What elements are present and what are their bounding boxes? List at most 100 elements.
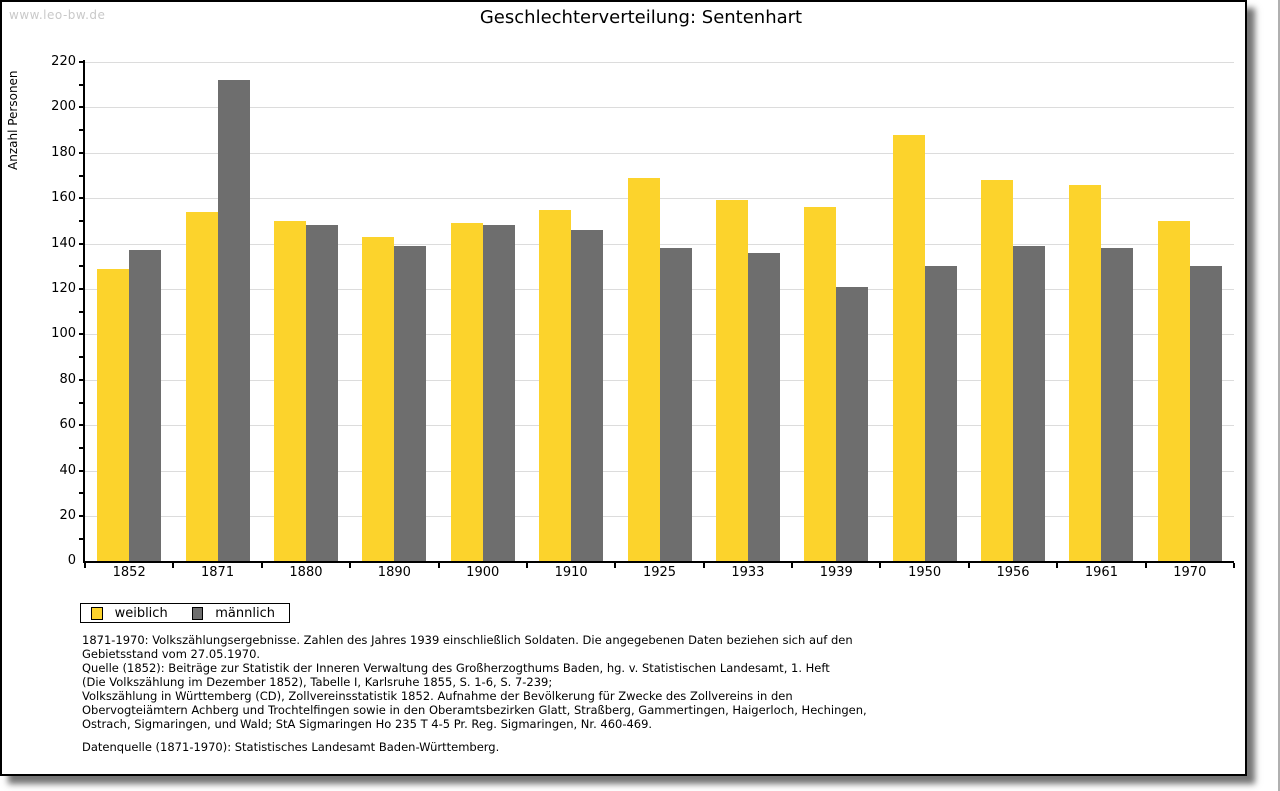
- y-axis-tick: [79, 424, 84, 427]
- x-axis-tick: [437, 563, 440, 569]
- bar-männlich-1970: [1189, 266, 1222, 562]
- y-axis-tick: [79, 378, 84, 381]
- footnote-line: Gebietsstand vom 27.05.1970.: [82, 647, 261, 661]
- footnote-line: Ostrach, Sigmaringen, und Wald; StA Sigm…: [82, 717, 653, 731]
- bar-weiblich-1933: [715, 200, 748, 562]
- y-axis-line: [83, 60, 85, 564]
- chart-title: Geschlechterverteilung: Sentenhart: [479, 7, 803, 28]
- bar-männlich-1890: [394, 245, 427, 562]
- legend-swatch-weiblich: [91, 606, 103, 620]
- x-axis-tick: [1056, 563, 1059, 569]
- y-axis-tick: [79, 515, 84, 517]
- bar-männlich-1933: [747, 252, 780, 562]
- y-axis-tick: [79, 265, 84, 268]
- y-axis-tick: [79, 446, 84, 449]
- x-axis-label-1852: 1852: [112, 565, 146, 581]
- legend-label-weiblich: weiblich: [114, 605, 168, 621]
- bar-weiblich-1871: [185, 211, 218, 562]
- x-axis-label-1871: 1871: [201, 565, 235, 581]
- y-axis-label: 220: [51, 54, 76, 69]
- bar-weiblich-1900: [450, 223, 483, 562]
- x-axis-tick: [967, 563, 970, 569]
- y-axis-label: 20: [59, 508, 76, 523]
- bar-männlich-1950: [924, 266, 957, 562]
- y-axis-label: 60: [59, 417, 76, 433]
- bar-männlich-1956: [1013, 245, 1046, 562]
- y-axis-tick: [79, 242, 84, 245]
- x-axis-label-1933: 1933: [731, 565, 765, 581]
- footnote-line: 1871-1970: Volkszählungsergebnisse. Zahl…: [82, 633, 853, 647]
- x-axis-tick: [260, 563, 263, 569]
- window-right-edge: [1278, 0, 1280, 791]
- y-axis-tick: [79, 288, 84, 290]
- y-axis-tick: [79, 469, 84, 472]
- y-axis-tick: [79, 129, 84, 132]
- x-axis-tick: [525, 563, 528, 569]
- x-axis-tick: [172, 563, 175, 569]
- x-axis-label-1956: 1956: [996, 565, 1030, 581]
- legend: weiblich männlich: [80, 603, 290, 623]
- y-axis-label: 40: [59, 462, 76, 478]
- y-axis-tick: [79, 492, 84, 495]
- y-axis-label: 0: [67, 553, 76, 569]
- bar-weiblich-1925: [627, 177, 660, 562]
- y-axis-tick: [79, 310, 84, 313]
- bar-weiblich-1956: [981, 180, 1014, 562]
- y-axis-tick: [79, 356, 84, 359]
- y-axis-tick: [79, 333, 84, 336]
- gridline: [85, 62, 1234, 63]
- x-axis-label-1961: 1961: [1084, 565, 1118, 581]
- x-axis-label-1880: 1880: [289, 565, 323, 581]
- gridline: [85, 152, 1234, 154]
- y-axis-label: 200: [51, 99, 76, 115]
- bar-weiblich-1939: [804, 207, 837, 562]
- x-axis-tick: [1144, 563, 1147, 569]
- bar-männlich-1880: [305, 225, 338, 562]
- x-axis-tick: [1233, 563, 1235, 569]
- footnote-line: (Die Volkszählung im Dezember 1852), Tab…: [82, 675, 553, 689]
- y-axis-label: 80: [59, 371, 76, 387]
- bar-männlich-1852: [129, 250, 162, 562]
- x-axis-line: [83, 561, 1234, 564]
- bar-weiblich-1970: [1157, 220, 1190, 562]
- x-axis-tick: [879, 563, 882, 569]
- bar-weiblich-1910: [539, 209, 572, 562]
- bar-männlich-1939: [836, 286, 869, 562]
- gridline: [85, 198, 1234, 200]
- bar-männlich-1910: [571, 229, 604, 562]
- x-axis-label-1950: 1950: [908, 565, 942, 581]
- x-axis-tick: [614, 563, 617, 569]
- x-axis-tick: [84, 563, 86, 569]
- y-axis-label: 140: [51, 235, 76, 251]
- y-axis-tick: [79, 83, 84, 86]
- footnotes: 1871-1970: Volkszählungsergebnisse. Zahl…: [82, 633, 942, 731]
- footnote-line: Volkszählung in Württemberg (CD), Zollve…: [82, 689, 793, 703]
- y-axis-tick: [79, 537, 84, 540]
- x-axis-label-1900: 1900: [466, 565, 500, 581]
- gridline: [85, 243, 1234, 245]
- bar-weiblich-1852: [97, 268, 130, 562]
- x-axis-label-1970: 1970: [1173, 565, 1207, 581]
- bar-weiblich-1961: [1069, 184, 1102, 562]
- watermark: www.leo-bw.de: [9, 8, 106, 22]
- y-axis-label: 180: [51, 144, 76, 160]
- legend-label-maennlich: männlich: [215, 605, 275, 621]
- datasource-line: Datenquelle (1871-1970): Statistisches L…: [82, 740, 500, 754]
- y-axis-tick: [79, 151, 84, 154]
- x-axis-tick: [349, 563, 352, 569]
- y-axis-tick: [79, 197, 84, 200]
- y-axis-tick: [79, 219, 84, 222]
- bar-männlich-1925: [659, 248, 692, 562]
- footnote-line: Obervogteiämtern Achberg und Trochtelfin…: [82, 703, 867, 717]
- bar-weiblich-1880: [273, 220, 306, 562]
- x-axis-label-1925: 1925: [642, 565, 677, 581]
- y-axis-tick: [79, 174, 84, 177]
- footnote-line: Quelle (1852): Beiträge zur Statistik de…: [82, 661, 830, 675]
- x-axis-label-1939: 1939: [819, 565, 853, 581]
- bar-männlich-1871: [217, 80, 250, 562]
- bar-weiblich-1950: [892, 134, 925, 562]
- x-axis-tick: [702, 563, 705, 569]
- x-axis-tick: [791, 563, 794, 569]
- y-axis-label: 100: [51, 326, 76, 342]
